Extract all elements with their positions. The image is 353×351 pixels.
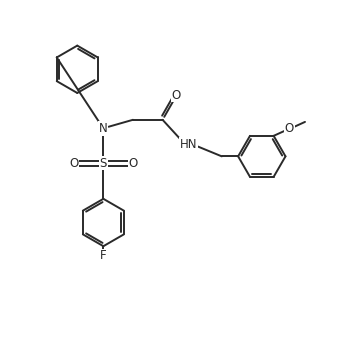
Text: HN: HN	[180, 138, 197, 151]
Text: F: F	[100, 250, 107, 263]
Text: O: O	[285, 122, 294, 135]
Text: O: O	[69, 157, 78, 170]
Text: S: S	[100, 157, 107, 170]
Text: O: O	[128, 157, 138, 170]
Text: N: N	[99, 122, 108, 135]
Text: O: O	[172, 89, 181, 102]
